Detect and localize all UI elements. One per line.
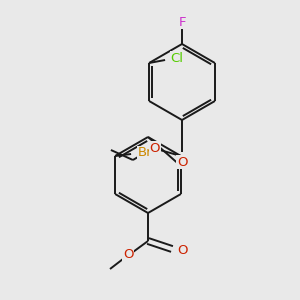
Text: O: O (177, 155, 187, 169)
Text: O: O (150, 142, 160, 154)
Text: Br: Br (138, 146, 152, 160)
Text: F: F (178, 16, 186, 28)
Text: Cl: Cl (171, 52, 184, 64)
Text: O: O (177, 244, 187, 257)
Text: O: O (123, 248, 133, 262)
